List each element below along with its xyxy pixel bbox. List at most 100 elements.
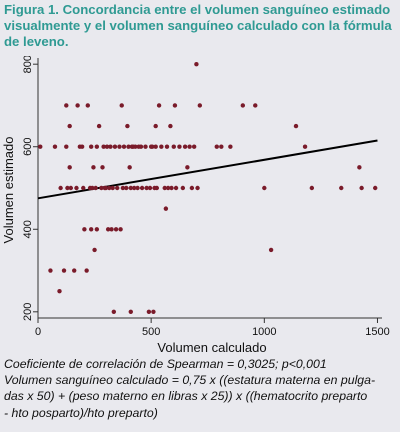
x-tick-label: 1500 <box>365 326 389 338</box>
data-point <box>128 185 133 191</box>
data-point <box>180 185 186 191</box>
data-point <box>138 144 144 149</box>
data-point <box>240 103 246 108</box>
data-point <box>182 144 188 149</box>
caption-correlation: Coeficiente de correlación de Spearman =… <box>4 357 327 371</box>
data-point <box>150 144 155 149</box>
data-point <box>90 185 95 191</box>
data-point <box>58 185 63 191</box>
data-point <box>135 185 140 191</box>
data-point <box>67 123 72 129</box>
data-point <box>120 185 126 191</box>
data-point <box>309 185 315 191</box>
data-point <box>124 185 129 191</box>
data-point <box>262 185 267 191</box>
data-point <box>92 247 97 253</box>
data-point <box>38 144 43 149</box>
data-point <box>68 185 74 191</box>
data-point <box>110 185 115 191</box>
data-point <box>109 227 114 232</box>
data-point <box>185 165 190 170</box>
data-point <box>194 61 199 67</box>
x-tick-label: 1000 <box>252 326 276 338</box>
data-point <box>133 144 138 149</box>
figure-title: Figura 1. Concordancia entre el volumen … <box>4 2 392 49</box>
scatter-chart: 200 400 600 800 0 500 1000 1500 Volumen calculad… <box>0 56 400 356</box>
data-point <box>74 185 79 191</box>
data-point <box>197 103 203 108</box>
data-point <box>153 123 158 129</box>
data-point <box>127 165 132 170</box>
data-point <box>128 309 133 315</box>
data-point <box>293 123 299 129</box>
data-point <box>85 103 90 108</box>
data-point <box>52 144 58 149</box>
data-point <box>163 206 169 211</box>
data-point <box>61 268 67 273</box>
data-point <box>94 144 100 149</box>
x-axis-label: Volumen calculado <box>157 340 266 355</box>
data-point <box>105 227 111 232</box>
data-point <box>177 144 182 149</box>
data-point <box>339 185 344 191</box>
data-point <box>81 185 86 191</box>
y-tick-label: 800 <box>22 56 34 73</box>
data-point <box>91 165 96 170</box>
data-point <box>147 185 153 191</box>
data-point <box>121 144 127 149</box>
data-point <box>359 185 364 191</box>
data-point <box>88 144 94 149</box>
data-point <box>100 165 105 170</box>
data-point <box>228 144 233 149</box>
data-point <box>64 144 69 149</box>
data-point <box>146 309 152 315</box>
data-point <box>169 185 174 191</box>
y-tick-label: 400 <box>22 220 34 238</box>
data-point <box>154 185 160 191</box>
data-point <box>64 103 69 108</box>
data-point <box>131 185 137 191</box>
data-point <box>113 227 119 232</box>
data-point <box>162 185 167 191</box>
data-point <box>67 165 72 170</box>
data-point <box>151 309 156 315</box>
caption-formula-line-1: Volumen sanguíneo calculado = 0,75 x ((e… <box>4 373 376 388</box>
x-tick-label: 0 <box>35 326 41 338</box>
caption-formula-line-3: - hto posparto)/hto preparto) <box>4 405 158 420</box>
data-point <box>118 227 123 232</box>
y-tick-label: 200 <box>22 303 34 321</box>
data-point <box>156 103 162 108</box>
data-point <box>302 144 308 149</box>
data-point <box>153 144 158 149</box>
y-axis-label: Volumen estimado <box>1 137 16 244</box>
data-point <box>165 185 171 191</box>
data-point <box>57 288 62 294</box>
data-point <box>93 185 98 191</box>
data-point <box>187 144 192 149</box>
data-point <box>191 144 197 149</box>
data-point <box>104 144 110 149</box>
data-point <box>75 103 80 108</box>
chart-svg: 200 400 600 800 0 500 1000 1500 Volumen calculad… <box>1 56 390 355</box>
y-tick-label: 600 <box>22 138 34 156</box>
data-point <box>107 185 112 191</box>
data-point <box>79 144 85 149</box>
x-tick-label: 500 <box>142 326 160 338</box>
data-point <box>111 309 117 315</box>
data-point <box>126 144 131 149</box>
data-point <box>159 144 164 149</box>
data-point <box>168 123 173 129</box>
data-point <box>84 268 89 273</box>
data-point <box>219 144 224 149</box>
data-point <box>139 185 145 191</box>
data-point <box>171 144 176 149</box>
data-point <box>65 185 70 191</box>
data-point <box>189 185 195 191</box>
data-point <box>99 185 104 191</box>
data-point <box>48 268 53 273</box>
data-point <box>82 227 87 232</box>
data-point <box>101 144 106 149</box>
caption-formula-line-2: das x 50) + (peso materno en libras x 25… <box>4 389 368 404</box>
data-point <box>125 123 130 129</box>
data-point <box>253 103 258 108</box>
